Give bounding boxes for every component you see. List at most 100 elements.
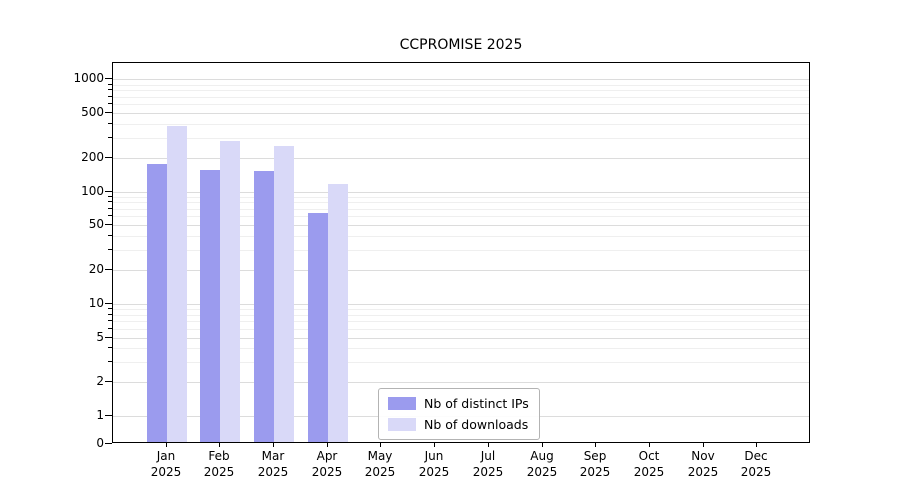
x-tick-label: Aug 2025 (526, 449, 558, 479)
gridline-minor (113, 124, 809, 126)
y-minor-tick-mark (108, 313, 112, 315)
legend-item-downloads: Nb of downloads (388, 416, 529, 433)
y-minor-tick-mark (108, 249, 112, 251)
plot-area (112, 62, 810, 443)
y-tick-mark (105, 302, 112, 304)
bar-distinct-ips-jan (147, 164, 167, 442)
gridline-minor (113, 321, 809, 323)
y-minor-tick-mark (108, 235, 112, 237)
y-minor-tick-mark (108, 215, 112, 217)
gridline-minor (113, 250, 809, 252)
chart-legend: Nb of distinct IPs Nb of downloads (378, 388, 540, 440)
y-tick-mark (105, 268, 112, 270)
gridline-minor (113, 202, 809, 204)
gridline-minor (113, 138, 809, 140)
x-tick-mark (273, 443, 274, 447)
y-tick-label: 100 (81, 183, 104, 198)
y-tick-mark (105, 156, 112, 158)
gridline-major (113, 79, 809, 81)
gridline-minor (113, 236, 809, 238)
x-tick-label: May 2025 (364, 449, 396, 479)
legend-label-distinct-ips: Nb of distinct IPs (424, 396, 529, 411)
x-tick-mark (219, 443, 220, 447)
y-minor-tick-mark (108, 347, 112, 349)
x-tick-label: Apr 2025 (311, 449, 343, 479)
gridline-major (113, 337, 809, 339)
gridline-major (113, 269, 809, 271)
x-tick-mark (703, 443, 704, 447)
gridline-minor (113, 104, 809, 106)
x-tick-mark (649, 443, 650, 447)
legend-swatch-distinct-ips (388, 397, 416, 410)
bar-downloads-mar (274, 146, 294, 442)
y-tick-label: 1000 (73, 71, 104, 86)
y-tick-mark (105, 336, 112, 338)
bar-downloads-feb (220, 141, 240, 442)
x-tick-mark (488, 443, 489, 447)
y-tick-mark (105, 381, 112, 383)
y-tick-mark (105, 112, 112, 114)
legend-label-downloads: Nb of downloads (424, 417, 529, 432)
y-minor-tick-mark (108, 83, 112, 85)
x-tick-label: Dec 2025 (740, 449, 772, 479)
y-tick-label: 10 (88, 295, 104, 310)
y-tick-label: 50 (88, 217, 104, 232)
gridline-minor (113, 314, 809, 316)
x-tick-label: Sep 2025 (579, 449, 611, 479)
gridline-major (113, 157, 809, 159)
y-minor-tick-mark (108, 89, 112, 91)
bar-downloads-jan (167, 126, 187, 442)
y-tick-mark (105, 443, 112, 444)
y-tick-label: 200 (81, 149, 104, 164)
x-tick-label: Nov 2025 (687, 449, 719, 479)
legend-swatch-downloads (388, 418, 416, 431)
bar-distinct-ips-apr (308, 213, 328, 442)
y-minor-tick-mark (108, 123, 112, 125)
x-tick-label: Jul 2025 (472, 449, 504, 479)
y-minor-tick-mark (108, 137, 112, 139)
y-tick-label: 2 (96, 374, 104, 389)
y-minor-tick-mark (108, 361, 112, 363)
gridline-major (113, 113, 809, 115)
chart-title: CCPROMISE 2025 (399, 37, 523, 53)
y-tick-mark (105, 190, 112, 192)
gridline-minor (113, 96, 809, 98)
y-minor-tick-mark (108, 103, 112, 105)
x-tick-mark (756, 443, 757, 447)
x-tick-label: Mar 2025 (257, 449, 289, 479)
x-tick-mark (166, 443, 167, 447)
x-tick-label: Feb 2025 (203, 449, 235, 479)
y-tick-mark (105, 78, 112, 80)
gridline-minor (113, 208, 809, 210)
x-tick-mark (434, 443, 435, 447)
y-minor-tick-mark (108, 201, 112, 203)
bar-downloads-apr (328, 184, 348, 442)
legend-item-distinct-ips: Nb of distinct IPs (388, 395, 529, 412)
y-tick-label: 0 (96, 436, 104, 450)
gridline-minor (113, 216, 809, 218)
y-minor-tick-mark (108, 195, 112, 197)
y-tick-label: 5 (96, 329, 104, 344)
y-tick-mark (105, 414, 112, 416)
x-tick-mark (542, 443, 543, 447)
gridline-minor (113, 84, 809, 86)
x-tick-label: Oct 2025 (633, 449, 665, 479)
x-tick-mark (595, 443, 596, 447)
bar-distinct-ips-mar (254, 171, 274, 442)
y-minor-tick-mark (108, 320, 112, 322)
gridline-minor (113, 362, 809, 364)
gridline-minor (113, 90, 809, 92)
gridline-minor (113, 196, 809, 198)
gridline-major (113, 303, 809, 305)
y-tick-mark (105, 224, 112, 226)
y-minor-tick-mark (108, 327, 112, 329)
gridline-major (113, 382, 809, 384)
gridline-major (113, 225, 809, 227)
x-tick-mark (327, 443, 328, 447)
gridline-minor (113, 328, 809, 330)
y-tick-label: 1 (96, 407, 104, 422)
y-tick-label: 20 (88, 261, 104, 276)
x-tick-label: Jun 2025 (418, 449, 450, 479)
gridline-major (113, 191, 809, 193)
